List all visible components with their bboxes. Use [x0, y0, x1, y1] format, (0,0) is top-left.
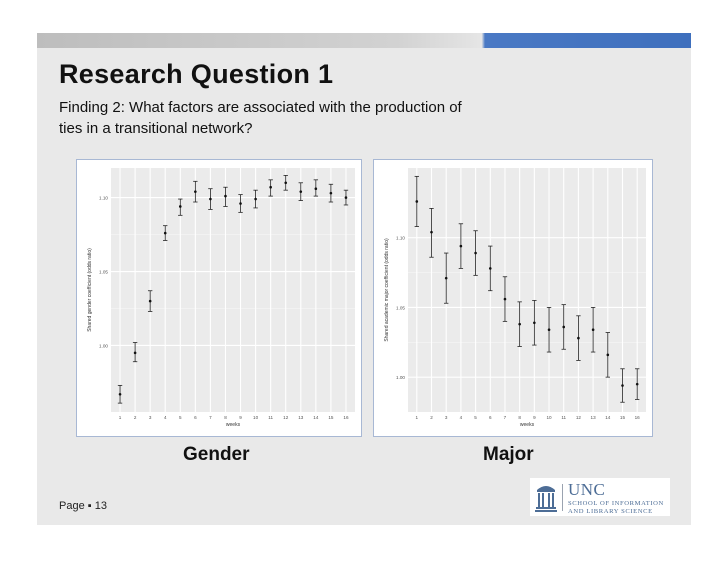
- y-tick-label: 1.05: [99, 270, 108, 275]
- data-point: [284, 181, 288, 185]
- x-tick-label: 15: [328, 415, 334, 420]
- x-tick-label: 7: [209, 415, 212, 420]
- x-axis-label: weeks: [226, 422, 241, 428]
- x-tick-label: 1: [416, 415, 419, 420]
- data-point: [314, 187, 318, 191]
- logo-divider: [562, 484, 563, 511]
- data-point: [459, 244, 463, 248]
- data-point: [299, 190, 303, 193]
- y-axis-label: Shared academic major coefficient (odds …: [384, 238, 390, 342]
- slide: Research Question 1 Finding 2: What fact…: [37, 33, 691, 525]
- major-chart: 1.001.051.101 2 3 4 5 6 7 8 9 10 11 12 13 14 15 16weeks…: [384, 168, 646, 428]
- x-tick-label: 3: [445, 415, 448, 420]
- y-tick-label: 1.10: [396, 236, 405, 241]
- y-tick-label: 1.00: [99, 343, 108, 348]
- data-point: [254, 197, 257, 201]
- data-point: [518, 322, 521, 326]
- x-tick-label: 16: [635, 415, 641, 420]
- data-point: [621, 384, 624, 387]
- data-point: [209, 197, 212, 201]
- unc-logo: UNC SCHOOL OF INFORMATION AND LIBRARY SC…: [530, 478, 670, 516]
- data-point: [133, 351, 137, 355]
- x-tick-label: 13: [591, 415, 597, 420]
- data-point: [148, 299, 152, 303]
- gender-chart-panel: 1.00 1.05 1.10 1 2 3 4 5 6 7 8 9 10 11 12 13 14 15 16 weeks…: [76, 159, 362, 437]
- x-tick-label: 14: [313, 415, 319, 420]
- x-tick-label: 5: [179, 415, 182, 420]
- major-caption: Major: [483, 444, 534, 465]
- gender-caption: Gender: [183, 444, 250, 465]
- data-point: [194, 190, 197, 193]
- x-tick-label: 10: [546, 415, 552, 420]
- data-point: [118, 392, 122, 396]
- data-point: [488, 267, 492, 270]
- data-point: [577, 336, 580, 340]
- y-tick-label: 1.10: [99, 196, 108, 201]
- x-tick-label: 11: [268, 415, 273, 420]
- data-point: [533, 321, 536, 325]
- data-point: [239, 202, 242, 205]
- data-point: [562, 325, 566, 329]
- x-tick-label: 15: [620, 415, 626, 420]
- x-axis-label: weeks: [520, 422, 535, 428]
- x-tick-label: 4: [164, 415, 167, 420]
- gender-chart: 1.001.051.101 2 3 4 5 6 7 8 9 10 11 12 13 14 15 16weeks…: [87, 168, 355, 428]
- x-tick-label: 5: [474, 415, 477, 420]
- data-point: [547, 328, 551, 332]
- header-accent-bar: [37, 33, 691, 48]
- x-tick-label: 16: [343, 415, 349, 420]
- logo-school-line2: AND LIBRARY SCIENCE: [568, 508, 653, 515]
- x-tick-label: 9: [533, 415, 536, 420]
- x-tick-label: 6: [489, 415, 492, 420]
- plot-area: [111, 168, 355, 412]
- data-point: [269, 185, 272, 189]
- y-axis-label: Shared gender coefficient (odds ratio): [87, 248, 93, 332]
- old-well-icon: [535, 486, 557, 512]
- data-point: [415, 200, 419, 203]
- logo-school-line1: SCHOOL OF INFORMATION: [568, 500, 664, 507]
- x-tick-label: 12: [283, 415, 289, 420]
- data-point: [178, 205, 182, 208]
- data-point: [163, 231, 167, 235]
- plot-area: [408, 168, 646, 412]
- x-tick-label: 11: [561, 415, 566, 420]
- major-chart-panel: 1.00 1.05 1.10 1 2 3 4 5 6 7 8 9 10 11 12 13 14 15 16 weeks…: [373, 159, 653, 437]
- x-tick-label: 4: [460, 415, 463, 420]
- x-tick-label: 9: [239, 415, 242, 420]
- x-tick-label: 1: [119, 415, 122, 420]
- data-point: [430, 230, 433, 234]
- y-tick-label: 1.05: [396, 305, 405, 310]
- data-point: [606, 353, 610, 357]
- data-point: [474, 251, 477, 255]
- y-tick-label: 1.00: [396, 375, 405, 380]
- x-tick-label: 2: [430, 415, 433, 420]
- data-point: [503, 297, 507, 301]
- x-tick-label: 13: [298, 415, 304, 420]
- x-tick-label: 8: [518, 415, 521, 420]
- x-tick-label: 3: [149, 415, 152, 420]
- x-tick-label: 12: [576, 415, 582, 420]
- data-point: [344, 196, 348, 199]
- slide-title: Research Question 1: [59, 59, 334, 89]
- data-point: [329, 191, 333, 195]
- page-number: Page ▪ 13: [59, 500, 107, 512]
- x-tick-label: 14: [605, 415, 611, 420]
- data-point: [635, 382, 639, 386]
- logo-unc-text: UNC: [568, 480, 606, 499]
- data-point: [591, 328, 595, 332]
- x-tick-label: 8: [224, 415, 227, 420]
- x-tick-label: 6: [194, 415, 197, 420]
- x-tick-label: 7: [504, 415, 507, 420]
- data-point: [444, 276, 448, 280]
- x-tick-label: 10: [253, 415, 259, 420]
- x-tick-label: 2: [134, 415, 137, 420]
- data-point: [224, 194, 227, 198]
- slide-subtitle: Finding 2: What factors are associated w…: [59, 99, 462, 137]
